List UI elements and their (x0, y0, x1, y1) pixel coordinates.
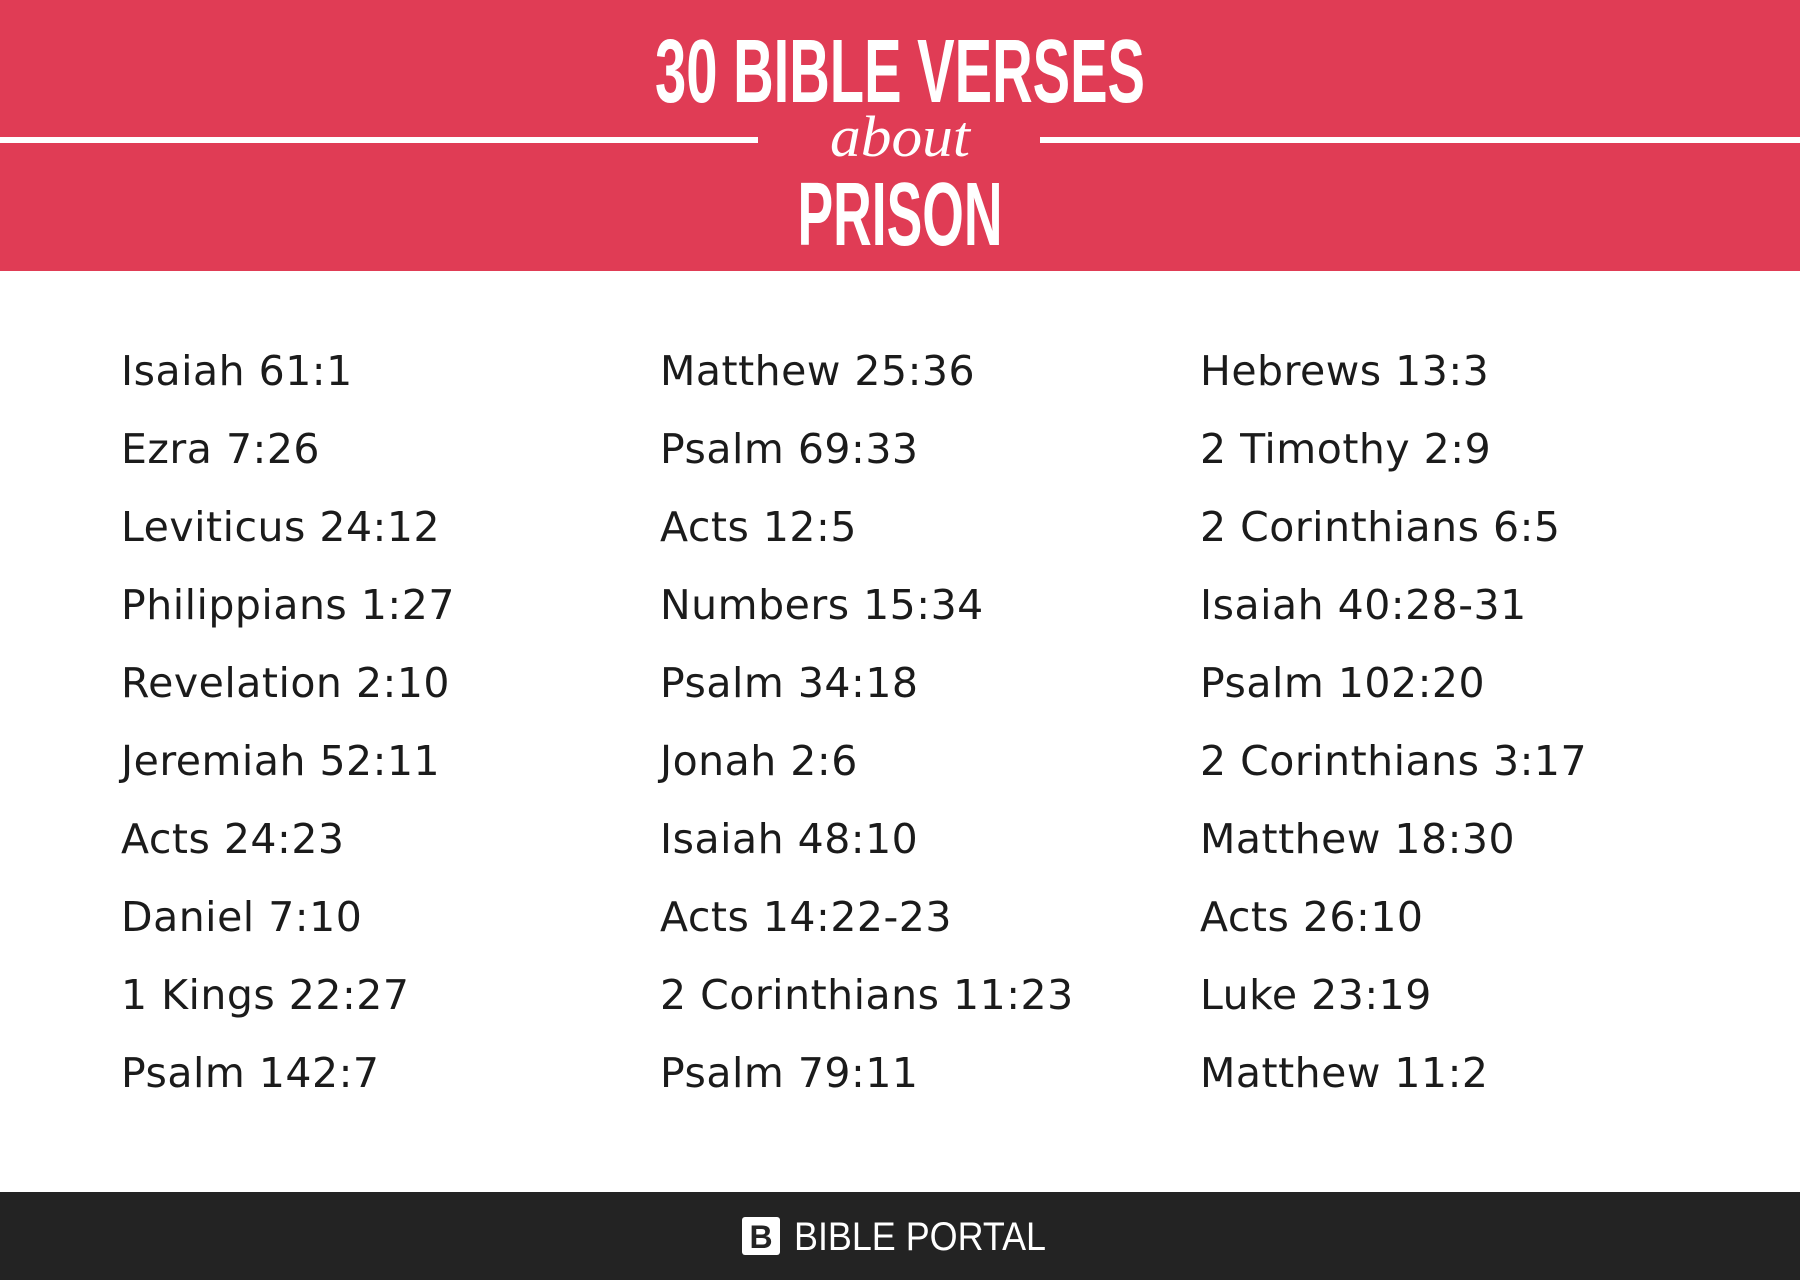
verse-reference: Acts 26:10 (1200, 893, 1424, 941)
verse-reference: Philippians 1:27 (121, 581, 455, 629)
footer-logo-box (742, 1217, 780, 1255)
verse-reference: Ezra 7:26 (121, 425, 320, 473)
verse-reference: Isaiah 40:28-31 (1200, 581, 1527, 629)
verse-reference: 2 Corinthians 11:23 (660, 971, 1074, 1019)
verse-reference: Revelation 2:10 (121, 659, 450, 707)
verse-reference: Psalm 142:7 (121, 1049, 380, 1097)
verse-reference: Matthew 11:2 (1200, 1049, 1489, 1097)
verse-reference: Psalm 79:11 (660, 1049, 919, 1097)
verse-reference: Psalm 102:20 (1200, 659, 1485, 707)
verse-reference: Acts 12:5 (660, 503, 857, 551)
verse-reference: 2 Corinthians 3:17 (1200, 737, 1587, 785)
verse-reference: 2 Corinthians 6:5 (1200, 503, 1561, 551)
verse-reference: Luke 23:19 (1200, 971, 1432, 1019)
verse-reference: Acts 24:23 (121, 815, 345, 863)
verse-reference: Hebrews 13:3 (1200, 347, 1489, 395)
title-line1: 30 BIBLE VERSES (655, 22, 1145, 122)
verse-reference: Jeremiah 52:11 (118, 737, 440, 785)
header-rule (0, 137, 758, 143)
verse-reference: Leviticus 24:12 (121, 503, 440, 551)
verse-reference: Psalm 34:18 (660, 659, 919, 707)
verse-reference: Matthew 18:30 (1200, 815, 1515, 863)
verse-reference: Matthew 25:36 (660, 347, 975, 395)
verse-reference: Isaiah 48:10 (660, 815, 918, 863)
verse-reference: Daniel 7:10 (121, 893, 362, 941)
verse-reference: Jonah 2:6 (657, 737, 858, 785)
verse-reference: Isaiah 61:1 (121, 347, 353, 395)
header-band (0, 0, 1800, 271)
verse-reference: Acts 14:22-23 (660, 893, 952, 941)
verse-reference: 2 Timothy 2:9 (1200, 425, 1491, 473)
footer-brand: BIBLE PORTAL (794, 1215, 1046, 1259)
verse-reference: Numbers 15:34 (660, 581, 984, 629)
footer-band (0, 1192, 1800, 1280)
title-connector: about (830, 104, 972, 169)
footer-logo: B (749, 1219, 772, 1255)
verse-list: Isaiah 61:1 Ezra 7:26 Leviticus 24:12 Phili… (118, 347, 1587, 1097)
title-line2: PRISON (798, 165, 1003, 265)
verse-reference: Psalm 69:33 (660, 425, 919, 473)
header-rule (1040, 137, 1800, 143)
verse-reference: 1 Kings 22:27 (121, 971, 409, 1019)
